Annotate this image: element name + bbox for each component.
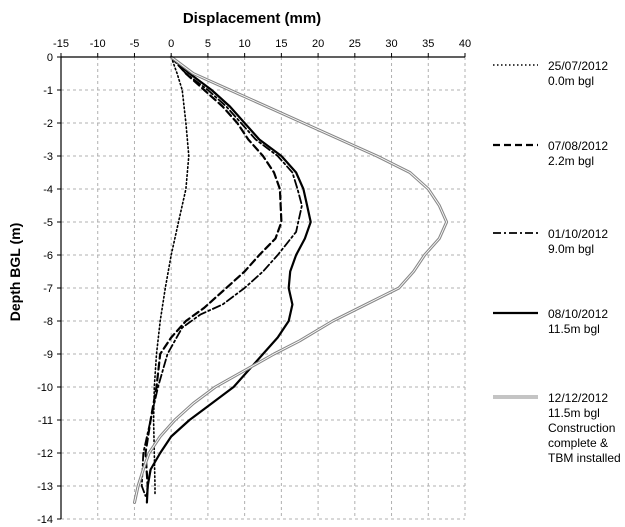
x-tick-label: 35 [422,38,434,50]
x-tick-label: 30 [385,38,397,50]
y-tick-label: -13 [37,481,53,493]
legend-label-line: 07/08/2012 [548,139,608,154]
legend-label-line: TBM installed [548,451,621,466]
x-tick-label: 15 [275,38,287,50]
legend-label-4: 08/10/2012 11.5m bgl [548,307,608,337]
series-group [135,57,447,503]
legend-swatch-1 [490,58,540,72]
y-tick-label: -7 [43,283,53,295]
legend-label-3: 01/10/2012 9.0m bgl [548,227,608,257]
legend-label-line: Construction [548,421,621,436]
legend-swatch-2 [490,138,540,152]
legend-label-1: 25/07/2012 0.0m bgl [548,59,608,89]
legend: 25/07/2012 0.0m bgl 07/08/2012 2.2m bgl 01/1… [490,0,625,527]
legend-label-line: 01/10/2012 [548,227,608,242]
y-tick-label: -5 [43,217,53,229]
legend-swatch-3 [490,226,540,240]
x-tick-label: 25 [349,38,361,50]
chart-title: Displacement (mm) [183,10,321,27]
y-tick-label: -8 [43,316,53,328]
legend-label-line: 11.5m bgl [548,322,608,337]
y-tick-label: -4 [43,184,53,196]
x-tick-label: 10 [239,38,251,50]
legend-label-line: 12/12/2012 [548,391,621,406]
gridlines [61,57,465,519]
x-tick-label: -15 [53,38,69,50]
x-tick-label: -10 [90,38,106,50]
y-tick-label: -6 [43,250,53,262]
y-tick-label: -12 [37,448,53,460]
legend-label-line: 0.0m bgl [548,74,608,89]
legend-swatch-4 [490,306,540,320]
y-tick-label: 0 [47,52,53,64]
y-tick-label: -2 [43,118,53,130]
legend-label-line: 2.2m bgl [548,154,608,169]
y-tick-label: -3 [43,151,53,163]
x-tick-label: -5 [130,38,140,50]
x-tick-label: 0 [168,38,174,50]
legend-label-line: 08/10/2012 [548,307,608,322]
y-tick-label: -9 [43,349,53,361]
y-tick-label: -10 [37,382,53,394]
legend-label-line: 25/07/2012 [548,59,608,74]
legend-label-line: 11.5m bgl [548,406,621,421]
y-tick-label: -14 [37,514,53,526]
legend-label-line: complete & [548,436,621,451]
y-axis-title: Depth BGL (m) [7,223,23,322]
legend-swatch-5 [490,390,540,404]
x-tick-label: 20 [312,38,324,50]
x-tick-label: 40 [459,38,471,50]
y-tick-label: -11 [38,415,53,427]
legend-label-2: 07/08/2012 2.2m bgl [548,139,608,169]
line-chart: -15 -10 -5 0 5 10 15 20 25 30 35 40 0 -1 -2 -3 -4 -5 -6 -7 -… [0,0,480,527]
x-tick-label: 5 [205,38,211,50]
y-tick-label: -1 [43,85,53,97]
legend-label-5: 12/12/2012 11.5m bgl Construction complete … [548,391,621,466]
legend-label-line: 9.0m bgl [548,242,608,257]
